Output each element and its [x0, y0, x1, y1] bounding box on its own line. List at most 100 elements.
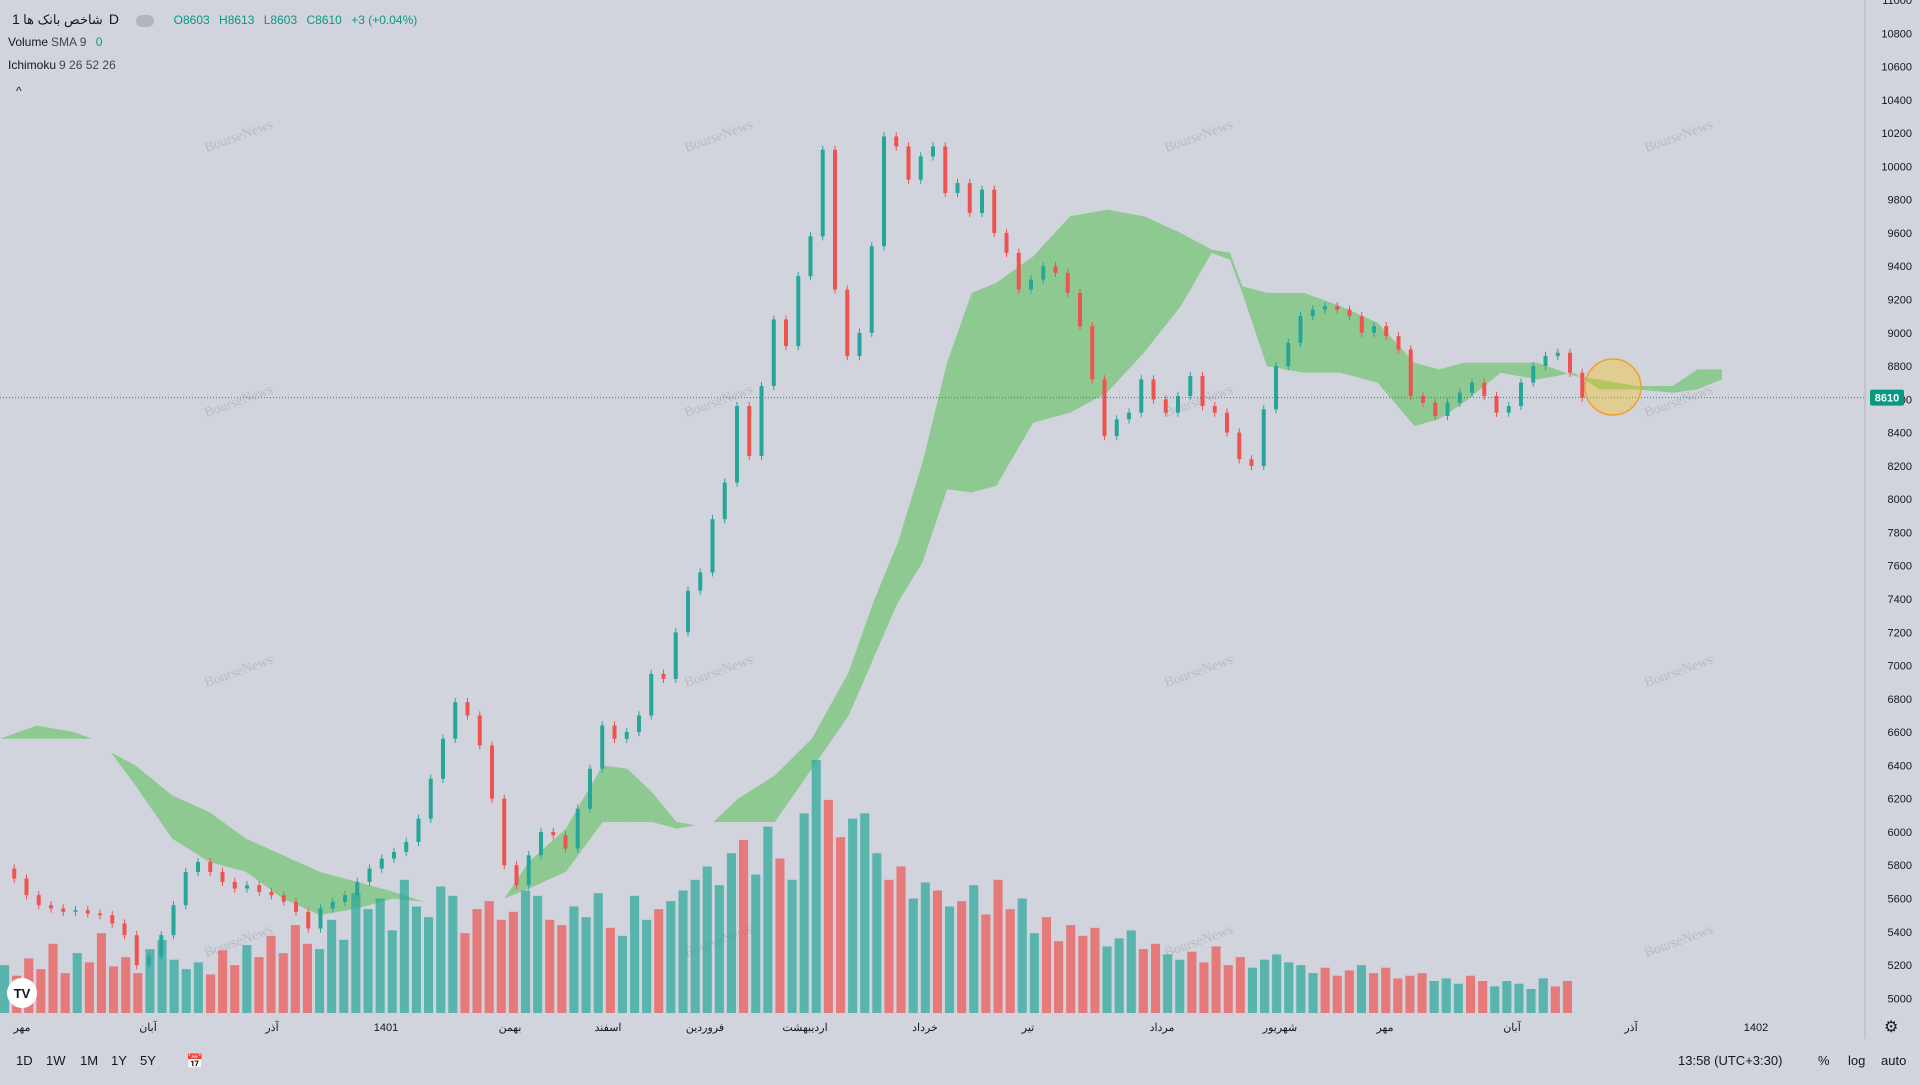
volume-legend[interactable]: Volume SMA 9 0: [8, 35, 108, 49]
candle-body: [1016, 252, 1021, 290]
watermark-text: BourseNews: [1163, 922, 1235, 961]
y-tick-label: 9400: [1888, 261, 1912, 273]
timeframe-1y-button[interactable]: 1Y: [111, 1053, 127, 1068]
x-tick-label: آذر: [1623, 1021, 1638, 1034]
cloud-segment: [1635, 386, 1673, 393]
candle-body: [1261, 409, 1266, 466]
candle-body: [833, 149, 837, 290]
volume-bar: [1466, 975, 1476, 1013]
y-tick-label: 8000: [1888, 494, 1912, 506]
candle-body: [1163, 399, 1168, 413]
cloud-segment: [996, 256, 1034, 486]
y-tick-label: 6200: [1888, 794, 1912, 806]
candle-body: [808, 236, 813, 277]
volume-bar: [36, 969, 46, 1013]
candle-body: [453, 702, 458, 739]
candle-body: [1065, 272, 1070, 293]
date-range-icon[interactable]: 📅: [186, 1053, 204, 1069]
candle-body: [1053, 266, 1058, 273]
cloud-segment: [897, 462, 923, 603]
candle-body: [1555, 352, 1560, 357]
candle-body: [1274, 366, 1278, 410]
y-tick-label: 8800: [1888, 361, 1912, 373]
y-tick-label: 8200: [1888, 461, 1912, 473]
volume-bar: [109, 966, 119, 1013]
volume-bar: [1429, 981, 1439, 1013]
volume-bar: [1356, 965, 1366, 1013]
watermark-text: BourseNews: [683, 652, 755, 691]
volume-bar: [1260, 959, 1270, 1013]
watermark-text: BourseNews: [203, 382, 275, 421]
bottom-toolbar: 1D 1W 1M 1Y 5Y 📅 13:58 (UTC+3:30) % log …: [0, 1039, 1920, 1080]
timeframe-1m-button[interactable]: 1M: [80, 1053, 99, 1068]
candle-body: [931, 146, 935, 157]
percent-toggle[interactable]: %: [1818, 1053, 1830, 1068]
candle-body: [784, 319, 788, 347]
cloud-segment: [135, 765, 173, 839]
candle-body: [1408, 349, 1413, 397]
candle-body: [710, 519, 715, 573]
log-toggle[interactable]: log: [1848, 1053, 1866, 1068]
candle-body: [1494, 396, 1499, 413]
auto-toggle[interactable]: auto: [1881, 1053, 1907, 1068]
candle-body: [61, 908, 66, 912]
interval-label[interactable]: 1D: [12, 11, 119, 27]
candle-body: [955, 183, 960, 194]
cloud-segment: [319, 871, 357, 916]
volume-bar: [581, 917, 591, 1013]
symbol-name[interactable]: شاخص بانک ها: [23, 12, 103, 27]
volume-bar: [411, 906, 421, 1013]
candle-body: [85, 910, 90, 914]
volume-bar: [1550, 986, 1560, 1013]
candle-body: [661, 673, 666, 679]
volume-bar: [399, 879, 409, 1013]
settings-gear-icon[interactable]: ⚙: [1884, 1019, 1899, 1036]
tradingview-logo-icon[interactable]: TV: [7, 978, 37, 1008]
y-tick-label: 9600: [1888, 228, 1912, 240]
ichimoku-legend[interactable]: Ichimoku 9 26 52 26: [8, 58, 122, 72]
cloud-segment: [1303, 292, 1341, 373]
volume-bar: [654, 909, 664, 1013]
volume-bar: [157, 939, 167, 1013]
candle-body: [796, 276, 801, 347]
watermark-text: BourseNews: [1163, 652, 1235, 691]
volume-bar: [957, 901, 967, 1013]
volume-bar: [266, 935, 276, 1013]
collapse-chevron-icon[interactable]: ^: [16, 84, 22, 98]
toggle-icon[interactable]: [136, 14, 155, 27]
candle-body: [122, 923, 127, 936]
volume-bar: [1562, 981, 1572, 1013]
timeframe-1w-button[interactable]: 1W: [46, 1053, 66, 1068]
cloud-segment: [36, 725, 74, 739]
ichimoku-cloud: [0, 209, 1722, 916]
volume-bar: [1054, 941, 1064, 1013]
volume-bar: [0, 965, 10, 1013]
candle-body: [1200, 376, 1205, 406]
clock-time[interactable]: 13:58 (UTC+3:30): [1678, 1053, 1783, 1068]
cloud-segment: [504, 861, 529, 899]
price-axis: 5000 5200 5400 5600 5800 6000 6200 6400 6600 6800…: [1864, 0, 1912, 1039]
candle-body: [441, 738, 445, 779]
cloud-segment: [73, 732, 93, 739]
candle-body: [637, 715, 641, 733]
volume-bar: [1247, 967, 1257, 1013]
volume-bar: [569, 906, 579, 1013]
volume-bar: [1126, 930, 1136, 1013]
candle-body: [1372, 326, 1376, 333]
cloud-segment: [528, 828, 566, 889]
open-value: O8603: [173, 13, 210, 27]
symbol-row[interactable]: شاخص بانک ها 1D O8603 H8613 L8603 C8610 …: [8, 11, 423, 28]
candle-body: [575, 808, 580, 849]
candle-body: [1004, 232, 1009, 253]
candle-body: [98, 913, 102, 916]
volume-bar: [872, 853, 882, 1013]
volume-bar: [1284, 962, 1294, 1013]
candle-body: [183, 871, 188, 906]
x-tick-label: فروردین: [686, 1022, 724, 1034]
volume-value: 0: [95, 35, 103, 49]
cloud-segment: [0, 725, 37, 739]
timeframe-5y-button[interactable]: 5Y: [140, 1053, 156, 1068]
timeframe-1d-button[interactable]: 1D: [16, 1053, 33, 1068]
